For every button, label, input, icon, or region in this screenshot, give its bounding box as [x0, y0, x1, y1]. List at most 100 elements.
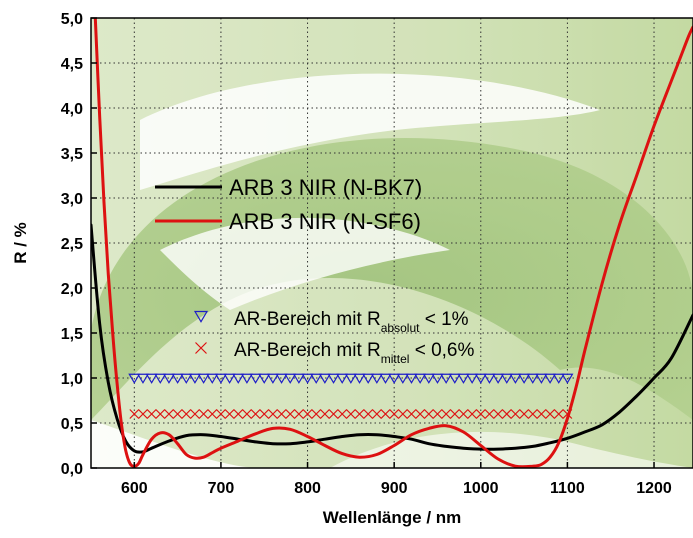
marker-point-mittel [389, 409, 400, 419]
marker-point-mittel [328, 409, 339, 419]
marker-point-absolut [136, 373, 150, 384]
y-tick-label: 3,5 [61, 146, 83, 163]
marker-point-mittel [190, 409, 200, 419]
y-tick-label: 0,5 [61, 416, 83, 433]
y-tick-label: 1,5 [61, 326, 83, 343]
marker-point-mittel [371, 409, 382, 419]
marker-point-absolut [266, 373, 279, 384]
marker-point-mittel [302, 409, 313, 419]
marker-point-mittel [467, 409, 478, 419]
marker-point-absolut [362, 373, 375, 384]
marker-point-absolut [275, 373, 288, 384]
marker-point-absolut [344, 373, 357, 384]
marker-point-mittel [216, 409, 226, 419]
marker-point-mittel [198, 409, 209, 419]
marker-point-absolut [431, 373, 444, 384]
marker-point-mittel [432, 409, 443, 419]
marker-point-absolut [154, 373, 167, 384]
marker-point-absolut [214, 373, 227, 384]
x-tick-label: 600 [121, 480, 148, 497]
marker-point-mittel [138, 409, 148, 419]
legend-label-n-sf6: ARB 3 NIR (N-SF6) [229, 209, 421, 234]
marker-point-absolut [180, 373, 193, 384]
marker-point-mittel [397, 409, 408, 419]
marker-point-absolut [518, 373, 531, 384]
marker-point-mittel [406, 409, 417, 419]
marker-point-absolut [232, 373, 245, 384]
marker-point-absolut [240, 373, 253, 384]
y-tick-label: 5,0 [61, 11, 83, 28]
marker-point-mittel [250, 409, 261, 419]
marker-point-mittel [259, 409, 270, 419]
marker-point-mittel [233, 409, 244, 419]
marker-point-absolut [223, 373, 236, 384]
series-lines [91, 18, 693, 468]
marker-point-absolut [292, 373, 305, 384]
y-tick-label: 4,5 [61, 56, 83, 73]
x-axis-label: Wellenlänge / nm [323, 508, 462, 527]
legend-mittel-suffix: < 0,6% [409, 340, 474, 361]
x-tick-label: 1200 [636, 480, 672, 497]
marker-point-absolut [249, 373, 262, 384]
marker-point-absolut [414, 373, 427, 384]
marker-point-mittel [146, 409, 157, 419]
axis-ticks: 600 700 800 900 1000 1100 1200 0,0 0,5 1,0 1,5 2,0 2… [61, 11, 672, 497]
marker-point-mittel [519, 409, 530, 419]
legend-label-absolut: AR-Bereich mit Rabsolut < 1% [234, 309, 469, 335]
marker-point-mittel [172, 409, 183, 419]
x-tick-label: 800 [294, 480, 321, 497]
marker-point-mittel [363, 409, 374, 419]
marker-point-mittel [458, 409, 469, 419]
marker-point-mittel [510, 409, 521, 419]
marker-point-mittel [164, 409, 174, 419]
marker-point-absolut [388, 373, 401, 384]
marker-point-absolut [188, 373, 201, 384]
marker-point-mittel [553, 409, 564, 419]
marker-point-mittel [267, 409, 278, 419]
legend: ARB 3 NIR (N-BK7) ARB 3 NIR (N-SF6) AR-B… [155, 175, 474, 366]
marker-point-absolut [370, 373, 383, 384]
marker-point-absolut [422, 373, 435, 384]
y-axis-label: R / % [11, 222, 30, 264]
x-tick-label: 700 [208, 480, 235, 497]
marker-point-absolut [448, 373, 461, 384]
y-tick-label: 3,0 [61, 191, 83, 208]
marker-point-absolut [492, 373, 505, 384]
marker-point-absolut [336, 373, 349, 384]
marker-point-mittel [415, 409, 426, 419]
marker-point-absolut [544, 373, 557, 384]
legend-label-mittel: AR-Bereich mit Rmittel < 0,6% [234, 340, 474, 366]
marker-point-absolut [405, 373, 418, 384]
marker-point-absolut [327, 373, 340, 384]
marker-point-absolut [396, 373, 409, 384]
legend-triangle-symbol [193, 310, 209, 323]
marker-point-mittel [337, 409, 348, 419]
marker-point-mittel [129, 409, 140, 419]
marker-point-mittel [423, 409, 434, 419]
legend-absolut-suffix: < 1% [419, 309, 468, 330]
marker-point-mittel [181, 409, 192, 419]
marker-point-mittel [276, 409, 287, 419]
x-tick-label: 1000 [463, 480, 499, 497]
marker-point-mittel [449, 409, 460, 419]
marker-point-absolut [509, 373, 522, 384]
legend-marker-mittel [195, 342, 207, 354]
y-tick-label: 2,5 [61, 236, 83, 253]
marker-point-mittel [493, 409, 504, 419]
marker-point-mittel [319, 409, 330, 419]
y-tick-label: 1,0 [61, 371, 83, 388]
legend-cross-symbol [195, 342, 207, 354]
marker-point-mittel [285, 409, 296, 419]
marker-rows [128, 373, 574, 419]
marker-point-absolut [440, 373, 453, 384]
y-tick-label: 2,0 [61, 281, 83, 298]
marker-point-mittel [380, 409, 391, 419]
legend-label-n-bk7: ARB 3 NIR (N-BK7) [229, 175, 422, 200]
legend-absolut-sub: absolut [381, 321, 420, 335]
marker-point-absolut [379, 373, 392, 384]
marker-point-absolut [526, 373, 539, 384]
marker-point-absolut [162, 373, 176, 384]
legend-absolut-prefix: AR-Bereich mit R [234, 309, 381, 330]
legend-marker-absolut [193, 310, 209, 323]
